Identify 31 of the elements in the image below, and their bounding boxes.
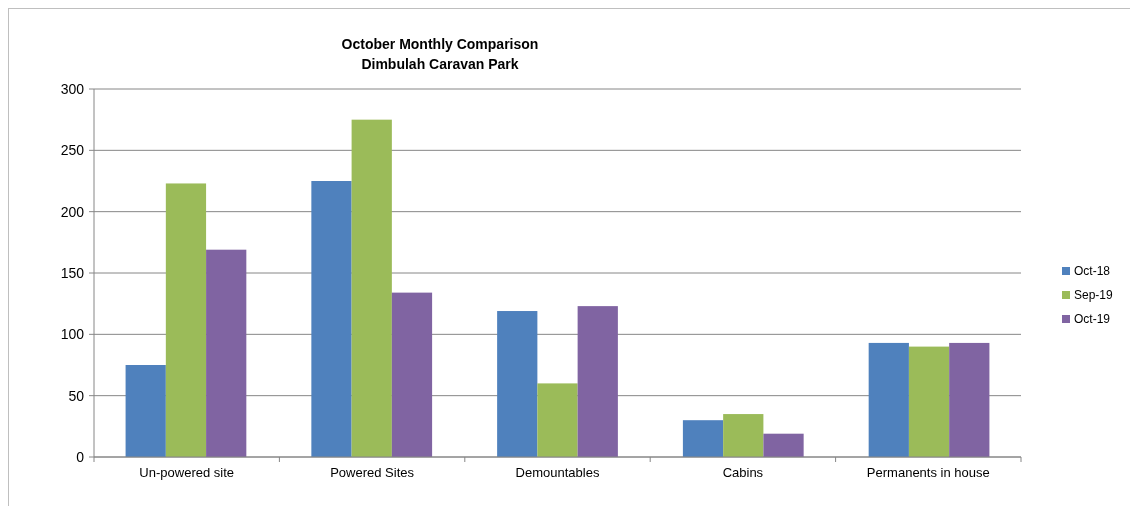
chart-title: October Monthly Comparison Dimbulah Caravan Park bbox=[341, 36, 539, 72]
y-tick-label: 200 bbox=[60, 203, 85, 220]
bar bbox=[165, 183, 207, 457]
x-tick-label: Powered Sites bbox=[330, 465, 415, 480]
bar bbox=[311, 181, 352, 457]
x-tick-label: Demountables bbox=[515, 465, 600, 480]
bar bbox=[763, 433, 804, 457]
y-tick-label: 250 bbox=[60, 142, 85, 159]
bar bbox=[537, 383, 578, 457]
x-tick-label: Permanents in house bbox=[866, 465, 990, 480]
y-tick-label: 0 bbox=[76, 448, 85, 465]
bar bbox=[391, 292, 433, 457]
y-tick-label: 150 bbox=[60, 264, 85, 281]
bar bbox=[206, 249, 247, 457]
bar bbox=[908, 346, 950, 457]
y-tick-label: 300 bbox=[60, 80, 85, 97]
x-tick-label: Un-powered site bbox=[139, 465, 235, 480]
legend-label: Oct-19 bbox=[1074, 312, 1111, 327]
bar bbox=[125, 365, 166, 457]
y-tick-label: 50 bbox=[68, 387, 85, 404]
bar bbox=[497, 311, 538, 457]
x-tick-label: Cabins bbox=[722, 465, 764, 480]
legend-label: Sep-19 bbox=[1074, 288, 1114, 303]
bar bbox=[949, 342, 990, 457]
bar bbox=[868, 342, 909, 457]
bar bbox=[351, 119, 392, 457]
bar bbox=[682, 420, 724, 457]
bar bbox=[723, 414, 764, 457]
bar bbox=[577, 306, 618, 457]
legend-label: Oct-18 bbox=[1074, 264, 1111, 279]
y-tick-label: 100 bbox=[60, 326, 85, 343]
